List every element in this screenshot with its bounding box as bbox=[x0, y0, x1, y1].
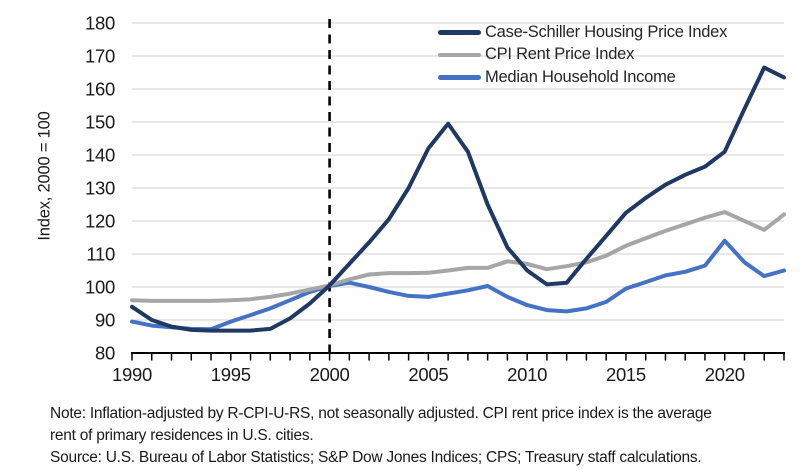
x-tick-label-1995: 1995 bbox=[211, 364, 251, 385]
x-tick-label-2010: 2010 bbox=[507, 364, 547, 385]
y-tick-label-150: 150 bbox=[85, 112, 115, 133]
legend-item-median-income: Median Household Income bbox=[438, 66, 727, 89]
y-tick-label-80: 80 bbox=[95, 343, 115, 364]
legend-label: Case-Schiller Housing Price Index bbox=[485, 22, 728, 41]
y-tick-label-160: 160 bbox=[85, 79, 115, 100]
series-line-cpi-rent-price-index bbox=[130, 210, 786, 303]
y-axis-title: Index, 2000 = 100 bbox=[35, 111, 54, 241]
y-tick-label-110: 110 bbox=[86, 244, 115, 265]
y-tick-label-170: 170 bbox=[85, 46, 115, 67]
note-line-1: Note: Inflation-adjusted by R-CPI-U-RS, … bbox=[50, 405, 712, 422]
legend-marker-gray-line bbox=[438, 52, 481, 57]
chart-notes: Note: Inflation-adjusted by R-CPI-U-RS, … bbox=[50, 403, 790, 469]
series-line-case-schiller-housing-price-index bbox=[130, 65, 786, 333]
legend-item-case-schiller: Case-Schiller Housing Price Index bbox=[438, 21, 727, 44]
y-tick-label-140: 140 bbox=[85, 145, 115, 166]
y-tick-label-120: 120 bbox=[85, 211, 115, 232]
y-tick-label-180: 180 bbox=[85, 13, 115, 34]
legend-label: Median Household Income bbox=[485, 67, 676, 86]
x-tick-label-1990: 1990 bbox=[112, 364, 152, 385]
y-tick-label-100: 100 bbox=[85, 277, 115, 298]
x-tick-label-2000: 2000 bbox=[310, 364, 350, 385]
legend-marker-navy-line bbox=[438, 30, 481, 35]
x-tick-label-2020: 2020 bbox=[705, 364, 745, 385]
legend-item-cpi-rent: CPI Rent Price Index bbox=[438, 44, 727, 67]
legend-marker-blue-line bbox=[438, 75, 481, 80]
y-tick-label-90: 90 bbox=[95, 310, 115, 331]
note-line-2: rent of primary residences in U.S. citie… bbox=[50, 427, 314, 444]
x-tick-label-2005: 2005 bbox=[408, 364, 448, 385]
y-tick-label-130: 130 bbox=[85, 178, 115, 199]
x-tick-label-2015: 2015 bbox=[606, 364, 646, 385]
series-line-median-household-income bbox=[130, 238, 786, 332]
legend-label: CPI Rent Price Index bbox=[485, 45, 635, 64]
legend: Case-Schiller Housing Price Index CPI Re… bbox=[438, 21, 727, 89]
source-line: Source: U.S. Bureau of Labor Statistics;… bbox=[50, 449, 702, 466]
line-chart: 1990 1995 2000 2005 2010 2015 2020 80 90 100 110 12… bbox=[85, 13, 786, 385]
